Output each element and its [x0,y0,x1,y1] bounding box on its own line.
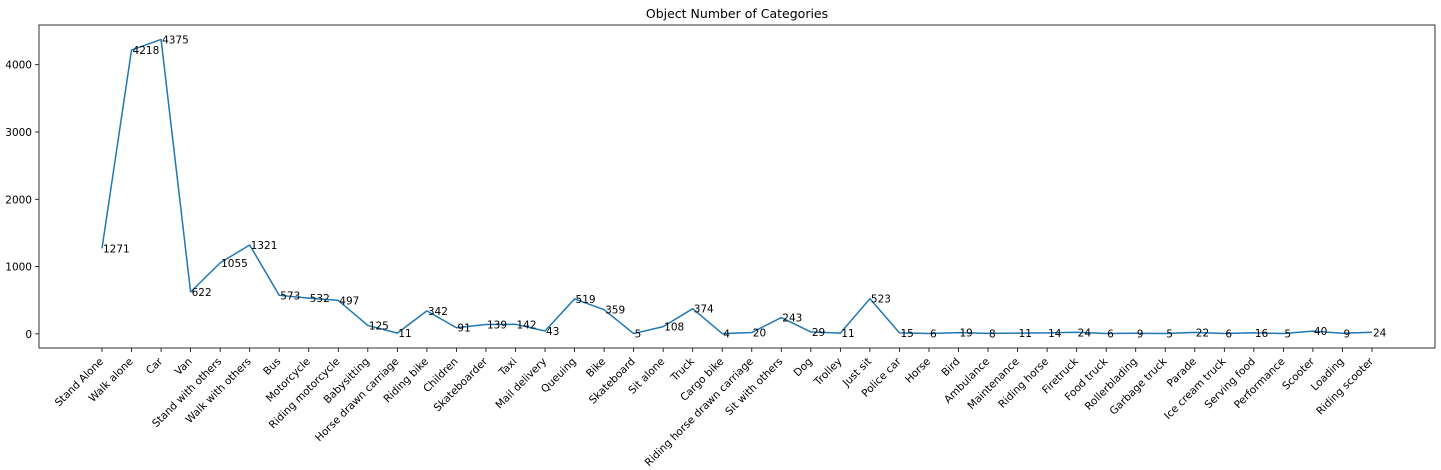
data-label: 20 [753,328,766,340]
data-label: 5 [635,329,642,341]
x-tick-label: Bike [584,356,608,380]
data-label: 359 [605,305,625,317]
plot-frame [38,24,1436,349]
data-label: 43 [546,326,559,338]
data-label: 22 [1196,327,1209,339]
data-label: 1055 [221,258,248,270]
y-tick-label: 0 [25,329,32,341]
data-label: 14 [1048,328,1062,340]
x-tick-label: Bus [261,356,283,378]
data-label: 29 [812,327,825,339]
data-label: 1271 [103,243,130,255]
x-tick-label: Trolley [811,356,844,389]
data-label: 519 [576,294,596,306]
data-label: 24 [1078,327,1092,339]
data-label: 108 [664,322,684,334]
y-axis-ticks: 0 1000 2000 3000 4000 [5,60,39,341]
data-label: 16 [1255,328,1269,340]
data-label: 139 [487,320,507,332]
data-label: 8 [989,328,996,340]
axes [38,24,1436,349]
data-label: 4218 [133,45,160,57]
data-label: 9 [1137,328,1144,340]
data-label: 125 [369,320,389,332]
data-label: 9 [1343,328,1350,340]
data-label: 6 [1107,328,1114,340]
data-label: 19 [960,328,973,340]
data-label: 15 [900,328,913,340]
data-label: 374 [694,304,714,316]
chart-title: Object Number of Categories [646,6,828,21]
x-tick-label: Taxi [496,356,520,380]
data-label: 523 [871,294,891,306]
data-label: 24 [1373,327,1387,339]
data-label: 243 [782,313,802,325]
y-tick-label: 1000 [5,262,32,274]
x-tick-label: Riding horse drawn carriage [643,356,756,469]
x-tick-label: Van [172,356,194,378]
x-tick-label: Bird [939,356,962,379]
series-line [101,38,1373,335]
data-label: 622 [192,287,212,299]
x-tick-label: Dog [791,356,814,379]
x-tick-label: Horse [903,356,933,386]
data-label: 11 [1019,328,1032,340]
data-label: 1321 [251,240,278,252]
data-label: 4375 [162,34,189,46]
data-label: 11 [398,328,411,340]
data-label: 532 [310,293,330,305]
data-label: 497 [339,295,359,307]
data-label: 11 [841,328,854,340]
x-tick-label: Car [144,355,166,377]
x-tick-label: Skateboarder [432,355,491,414]
data-label: 5 [1166,329,1173,341]
data-label: 573 [280,290,300,302]
data-label: 6 [930,328,937,340]
y-tick-label: 4000 [5,60,32,72]
data-label: 40 [1314,326,1327,338]
data-label: 342 [428,306,448,318]
data-label: 5 [1284,329,1291,341]
data-label: 4 [723,329,730,341]
data-label: 6 [1225,328,1232,340]
data-label: 91 [457,323,470,335]
y-tick-label: 3000 [5,127,32,139]
data-label: 142 [516,319,536,331]
y-tick-label: 2000 [5,194,32,206]
